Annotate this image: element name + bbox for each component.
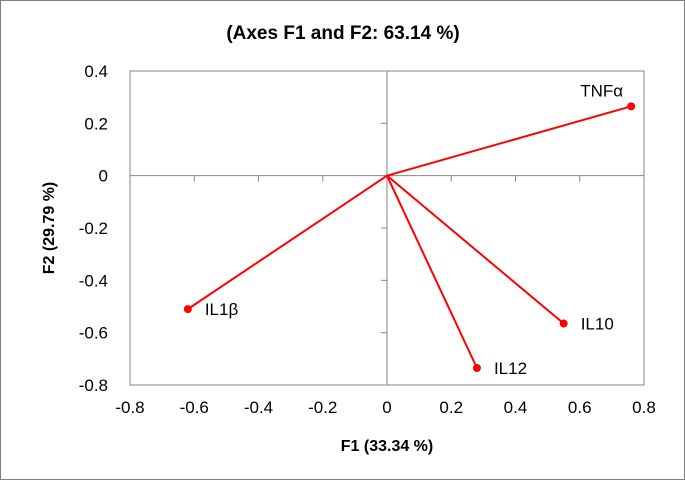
vectors xyxy=(187,105,632,369)
x-tick-label: -0.2 xyxy=(308,398,337,417)
point-label: IL10 xyxy=(581,315,614,334)
y-axis-title: F2 (29.79 %) xyxy=(41,182,58,274)
x-tick-label: -0.4 xyxy=(244,398,273,417)
point-label: TNFα xyxy=(580,81,623,100)
data-point xyxy=(559,319,568,328)
x-axis-title: F1 (33.34 %) xyxy=(341,438,433,455)
x-tick-label: -0.6 xyxy=(180,398,209,417)
x-tick-label: 0.6 xyxy=(568,398,592,417)
axis-ticks xyxy=(129,70,645,386)
data-point xyxy=(183,305,192,314)
y-tick-label: -0.4 xyxy=(79,271,108,290)
x-tick-label: 0.4 xyxy=(504,398,528,417)
x-tick-label: 0.8 xyxy=(632,398,656,417)
y-tick-label: -0.6 xyxy=(79,324,108,343)
vector-line xyxy=(386,105,632,177)
x-tick-label: 0.2 xyxy=(439,398,463,417)
x-tick-label: -0.8 xyxy=(115,398,144,417)
y-tick-labels: 0.4 0.2 0 -0.2 -0.4 -0.6 -0.8 xyxy=(79,62,108,395)
vector-line xyxy=(386,175,478,369)
vector-line xyxy=(386,174,565,325)
y-tick-label: 0 xyxy=(99,167,108,186)
data-points xyxy=(183,102,636,372)
point-label: IL12 xyxy=(494,359,527,378)
point-label: IL1β xyxy=(205,300,239,319)
y-tick-label: 0.4 xyxy=(84,62,108,81)
x-tick-label: 0 xyxy=(382,398,391,417)
data-point xyxy=(472,363,481,372)
y-tick-label: -0.8 xyxy=(79,376,108,395)
x-tick-labels: -0.8 -0.6 -0.4 -0.2 0 0.2 0.4 0.6 0.8 xyxy=(115,398,655,417)
point-labels: TNFα IL1β IL10 IL12 xyxy=(205,81,623,378)
vector-line xyxy=(187,174,388,310)
y-tick-label: 0.2 xyxy=(84,114,108,133)
chart-title: (Axes F1 and F2: 63.14 %) xyxy=(226,23,459,44)
data-point xyxy=(627,102,636,111)
y-tick-label: -0.2 xyxy=(79,219,108,238)
